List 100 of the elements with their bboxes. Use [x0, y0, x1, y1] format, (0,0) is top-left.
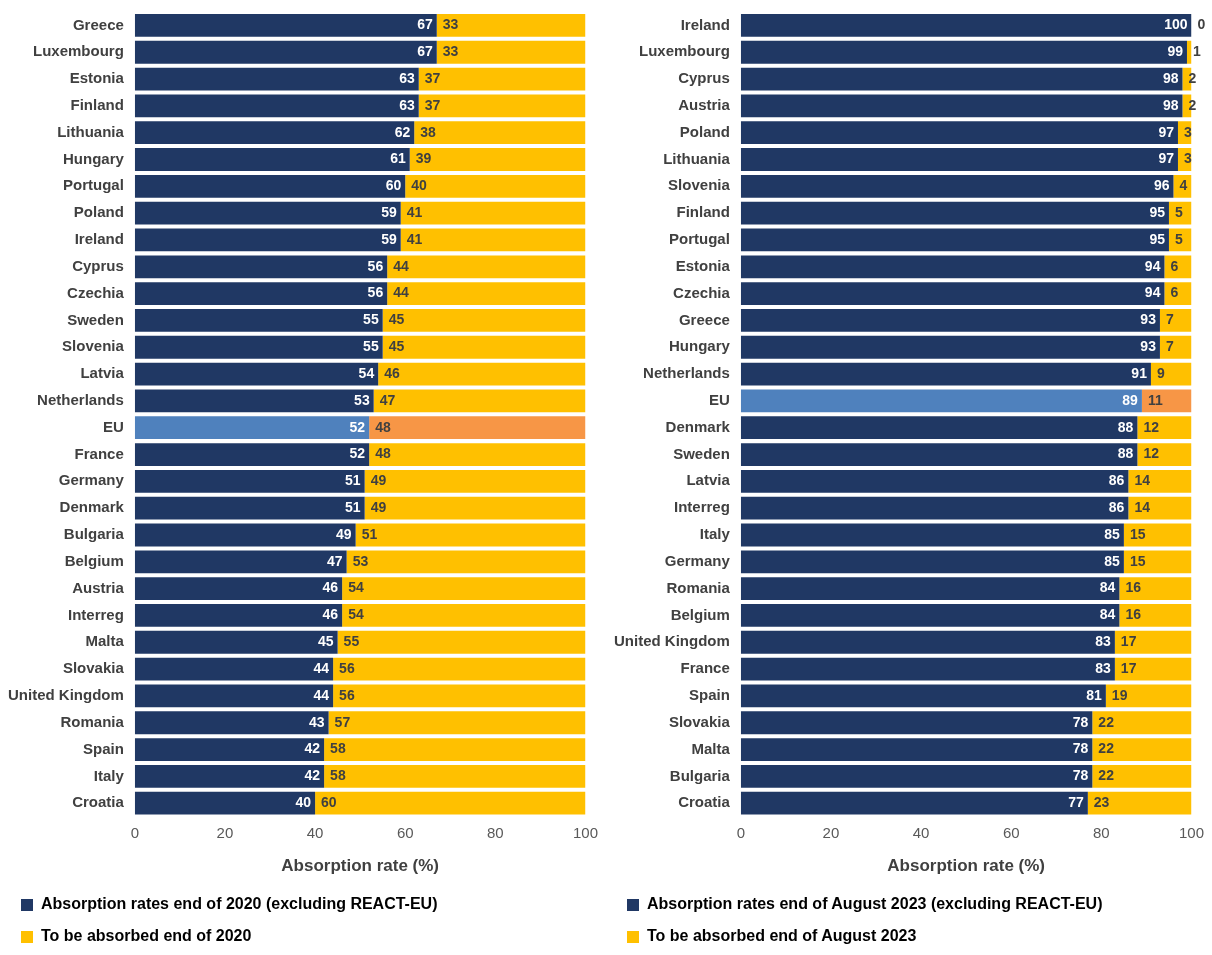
data-label: 60 [385, 177, 402, 194]
data-label: 97 [1158, 150, 1175, 167]
y-tick-label: Slovenia [668, 176, 731, 194]
data-label: 40 [295, 794, 312, 811]
bar [134, 201, 401, 225]
data-label: 11 [1147, 391, 1163, 408]
x-tick-label: 60 [396, 823, 414, 841]
y-tick-label: Portugal [668, 230, 730, 248]
data-label: 88 [1117, 418, 1134, 435]
data-label: 93 [1140, 338, 1157, 355]
data-label: 51 [361, 525, 378, 542]
y-tick-label: Greece [678, 310, 730, 328]
data-label: 59 [381, 204, 397, 221]
data-label: 83 [1095, 633, 1112, 650]
y-tick-label: Croatia [678, 793, 731, 811]
data-label: 46 [322, 606, 339, 623]
data-label: 63 [399, 96, 415, 113]
data-label: 17 [1120, 633, 1137, 650]
data-label: 45 [388, 338, 405, 355]
data-label: 0 [1197, 16, 1206, 33]
y-tick-label: Greece [72, 15, 124, 33]
data-label: 40 [411, 177, 428, 194]
bar [134, 416, 370, 440]
data-label: 98 [1162, 69, 1179, 86]
y-tick-label: Poland [73, 203, 124, 221]
data-label: 7 [1165, 311, 1174, 328]
data-label: 51 [345, 499, 361, 516]
y-tick-label: Portugal [62, 176, 124, 194]
y-tick-label: Spain [82, 739, 124, 757]
bar [134, 174, 406, 198]
y-tick-label: Malta [691, 739, 731, 757]
data-label: 12 [1143, 418, 1160, 435]
data-label: 95 [1149, 204, 1166, 221]
bar [1159, 335, 1192, 359]
data-label: 58 [330, 740, 346, 757]
bar [1128, 469, 1192, 493]
bar [369, 443, 586, 466]
bar [333, 684, 586, 708]
y-tick-label: Bulgaria [669, 766, 731, 784]
data-label: 41 [406, 204, 423, 221]
y-tick-label: Denmark [665, 417, 731, 435]
data-label: 19 [1111, 686, 1128, 703]
y-tick-label: Latvia [686, 471, 731, 489]
bar [134, 389, 374, 413]
y-tick-label: Romania [666, 578, 731, 596]
y-tick-label: Netherlands [643, 364, 730, 382]
data-label: 7 [1165, 338, 1174, 355]
data-label: 89 [1122, 391, 1139, 408]
data-label: 94 [1144, 284, 1161, 301]
bar [324, 764, 586, 788]
x-tick-label: 0 [736, 823, 745, 841]
bar [355, 523, 586, 547]
data-label: 22 [1098, 713, 1115, 730]
bar [740, 711, 1093, 735]
bar [1119, 604, 1192, 627]
bar [328, 711, 586, 735]
data-label: 44 [313, 686, 330, 703]
y-tick-label: Estonia [675, 256, 731, 274]
data-label: 78 [1072, 713, 1089, 730]
data-label: 44 [313, 659, 330, 676]
y-tick-label: Lithuania [57, 122, 125, 140]
y-tick-label: Bulgaria [63, 525, 125, 543]
data-label: 95 [1149, 230, 1166, 247]
bar [134, 523, 356, 547]
bar [134, 630, 338, 654]
bar [134, 764, 325, 788]
data-label: 63 [399, 69, 415, 86]
bar [134, 791, 316, 815]
data-label: 47 [327, 552, 343, 569]
data-label: 47 [379, 391, 396, 408]
data-label: 23 [1093, 794, 1110, 811]
data-label: 49 [370, 472, 387, 489]
x-axis-title: Absorption rate (%) [281, 856, 440, 876]
y-tick-label: Slovakia [668, 712, 731, 730]
data-label: 99 [1167, 43, 1184, 60]
data-label: 41 [406, 230, 423, 247]
data-label: 4 [1179, 177, 1188, 194]
x-tick-label: 40 [306, 823, 324, 841]
data-label: 81 [1086, 686, 1103, 703]
data-label: 77 [1068, 794, 1085, 811]
data-label: 38 [420, 123, 437, 140]
bar [134, 657, 334, 681]
bar [369, 416, 586, 440]
bar [364, 469, 586, 493]
data-label: 55 [343, 633, 360, 650]
bar [740, 67, 1183, 91]
data-label: 60 [321, 794, 337, 811]
bar [324, 738, 586, 761]
data-label: 33 [442, 16, 459, 33]
bar [1119, 577, 1192, 601]
bar [134, 255, 388, 279]
data-label: 51 [345, 472, 361, 489]
bar [740, 738, 1093, 761]
data-label: 61 [390, 150, 406, 167]
bar [1141, 389, 1192, 413]
bar [740, 14, 1192, 37]
data-label: 57 [334, 713, 351, 730]
bar [134, 550, 347, 574]
y-tick-label: Netherlands [37, 391, 124, 409]
bar [134, 309, 383, 332]
